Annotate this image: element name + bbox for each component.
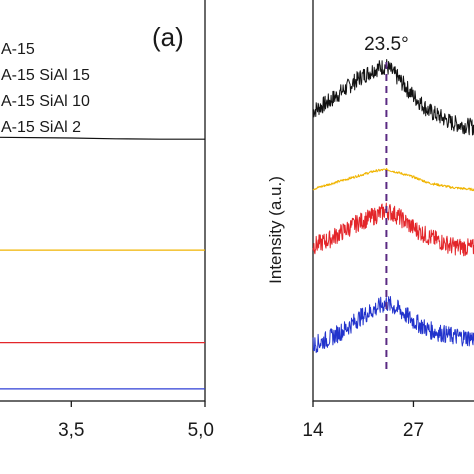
series-line — [0, 136, 205, 140]
y-axis-label: Intensity (a.u.) — [266, 176, 285, 284]
legend-entry: A-15 SiAl 2 — [1, 119, 81, 136]
panel-a-series — [0, 136, 205, 390]
legend-entry: A-15 — [1, 41, 35, 58]
peak-annotation: 23.5° — [364, 34, 409, 55]
x-tick-label: 27 — [403, 420, 424, 441]
x-tick-label: 14 — [302, 420, 324, 441]
panel-a-x-ticks: 3,5 5,0 — [58, 401, 214, 441]
panel-b: Intensity (a.u.) 23.5° 14 27 — [266, 0, 474, 441]
panel-a-label: (a) — [152, 22, 184, 52]
x-tick-label: 5,0 — [188, 420, 214, 441]
series-line — [312, 202, 474, 257]
panel-b-x-ticks: 14 27 — [302, 401, 424, 441]
panel-a-frame — [0, 0, 206, 402]
legend: A-15 A-15 SiAl 15 A-15 SiAl 10 A-15 SiAl 2 — [1, 41, 90, 136]
panel-a: (a) A-15 A-15 SiAl 15 A-15 SiAl 10 A-15 SiA… — [0, 0, 214, 441]
panel-b-frame — [312, 0, 474, 402]
x-tick-label: 3,5 — [58, 420, 84, 441]
series-line — [312, 59, 474, 136]
legend-entry: A-15 SiAl 10 — [1, 93, 90, 110]
panel-b-series — [312, 59, 474, 354]
legend-entry: A-15 SiAl 15 — [1, 67, 90, 84]
series-line — [312, 167, 474, 192]
series-line — [312, 296, 474, 354]
